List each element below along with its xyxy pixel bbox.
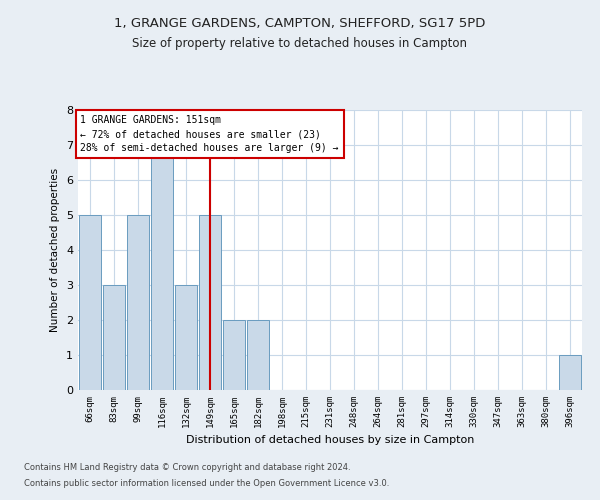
X-axis label: Distribution of detached houses by size in Campton: Distribution of detached houses by size … bbox=[186, 436, 474, 446]
Bar bbox=[175, 285, 197, 390]
Bar bbox=[199, 215, 221, 390]
Bar bbox=[247, 320, 269, 390]
Bar bbox=[151, 145, 173, 390]
Text: 1, GRANGE GARDENS, CAMPTON, SHEFFORD, SG17 5PD: 1, GRANGE GARDENS, CAMPTON, SHEFFORD, SG… bbox=[115, 18, 485, 30]
Text: 1 GRANGE GARDENS: 151sqm
← 72% of detached houses are smaller (23)
28% of semi-d: 1 GRANGE GARDENS: 151sqm ← 72% of detach… bbox=[80, 116, 339, 153]
Bar bbox=[559, 355, 581, 390]
Y-axis label: Number of detached properties: Number of detached properties bbox=[50, 168, 61, 332]
Bar bbox=[127, 215, 149, 390]
Text: Size of property relative to detached houses in Campton: Size of property relative to detached ho… bbox=[133, 38, 467, 51]
Bar bbox=[79, 215, 101, 390]
Bar bbox=[223, 320, 245, 390]
Bar bbox=[103, 285, 125, 390]
Text: Contains HM Land Registry data © Crown copyright and database right 2024.: Contains HM Land Registry data © Crown c… bbox=[24, 462, 350, 471]
Text: Contains public sector information licensed under the Open Government Licence v3: Contains public sector information licen… bbox=[24, 479, 389, 488]
